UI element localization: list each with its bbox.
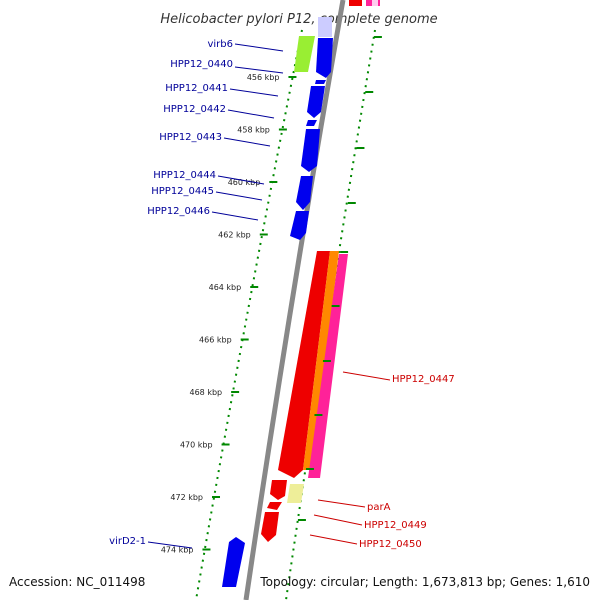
outer-tick-mark	[297, 519, 306, 521]
outer-tick-mark	[340, 251, 349, 253]
tick-mark	[259, 233, 268, 236]
forward-gene-label[interactable]: HPP12_0446	[147, 206, 210, 217]
tick-mark	[250, 286, 259, 288]
reverse-gene-label[interactable]: HPP12_0449	[364, 520, 427, 531]
gene-leader-line	[317, 499, 366, 508]
tick-label: 458 kbp	[237, 126, 270, 135]
tick-mark	[288, 76, 297, 78]
top-pale-blue-gene	[318, 17, 332, 37]
gene-leader-line	[211, 211, 259, 221]
forward-gene-label[interactable]: HPP12_0441	[165, 83, 228, 94]
forward-gene-arrow	[290, 211, 309, 240]
tick-label: 456 kbp	[247, 73, 280, 82]
outer-tick-mark	[305, 468, 314, 470]
top-red-gene	[349, 0, 362, 6]
accession-text: Accession: NC_011498	[9, 575, 145, 589]
gene-leader-line	[229, 88, 279, 97]
tick-label: 462 kbp	[218, 231, 251, 240]
gene-leader-line	[223, 137, 271, 147]
tick-label: 466 kbp	[199, 336, 232, 345]
outer-tick-mark	[347, 202, 356, 204]
gene-leader-line	[227, 109, 275, 119]
gene-leader-line	[215, 191, 263, 201]
top-pink-feature	[372, 0, 378, 6]
reverse-gene-label[interactable]: HPP12_0450	[359, 539, 422, 550]
outer-tick-mark	[373, 36, 382, 38]
genome-backbone	[243, 0, 346, 600]
tick-mark	[202, 548, 211, 551]
left-tick-ring	[195, 29, 303, 600]
reverse-gene-small	[270, 480, 287, 500]
forward-gene-arrow	[316, 38, 333, 78]
outer-tick-mark	[322, 360, 331, 362]
forward-gene-arrow	[306, 120, 317, 126]
gene-leader-line	[313, 514, 363, 526]
outer-tick-mark	[365, 91, 374, 93]
forward-gene-label[interactable]: virD2-1	[109, 536, 146, 547]
orange-feature	[303, 251, 339, 470]
forward-gene-arrow	[307, 86, 325, 118]
topology-text: Topology: circular; Length: 1,673,813 bp…	[259, 575, 590, 589]
tick-mark	[240, 338, 249, 341]
tick-label: 474 kbp	[161, 546, 194, 555]
reverse-gene-label[interactable]: HPP12_0447	[392, 374, 455, 385]
scale-ticks: 456 kbp 458 kbp 460 kbp 462 kbp 464 kbp 466 k…	[161, 36, 382, 555]
gene-leader-line	[234, 66, 284, 74]
reverse-gene-small	[267, 502, 282, 510]
pale-yellow-feature	[287, 484, 304, 503]
tick-mark	[231, 391, 240, 393]
reverse-genes	[261, 251, 348, 542]
tick-mark	[269, 181, 278, 183]
outer-tick-mark	[331, 305, 340, 307]
gene-leader-line	[217, 175, 265, 185]
gene-labels: virb6 HPP12_0440 HPP12_0441 HPP12_0442 HPP12…	[109, 39, 455, 550]
tick-mark	[278, 128, 287, 131]
forward-gene-label[interactable]: HPP12_0444	[153, 170, 216, 181]
reverse-gene-small	[261, 512, 279, 542]
magenta-feature	[308, 254, 348, 478]
tick-mark	[221, 443, 230, 446]
forward-gene-label[interactable]: virb6	[207, 39, 233, 50]
outer-tick-mark	[314, 414, 323, 416]
forward-gene-arrow	[296, 176, 313, 210]
forward-gene-label[interactable]: HPP12_0442	[163, 104, 226, 115]
rna-feature-green	[294, 36, 315, 72]
tick-label: 460 kbp	[228, 178, 261, 187]
forward-gene-label[interactable]: HPP12_0440	[170, 59, 233, 70]
gene-leader-line	[342, 371, 391, 381]
forward-gene-arrow	[301, 129, 320, 172]
forward-gene-arrow	[315, 80, 326, 84]
tick-label: 468 kbp	[190, 388, 223, 397]
tick-mark	[212, 496, 221, 498]
gene-leader-line	[309, 534, 358, 545]
reverse-gene-label[interactable]: parA	[367, 502, 391, 513]
forward-gene-label[interactable]: HPP12_0443	[159, 132, 222, 143]
outer-tick-mark	[356, 147, 365, 149]
forward-gene-arrow	[222, 537, 245, 587]
forward-gene-label[interactable]: HPP12_0445	[151, 186, 214, 197]
tick-label: 464 kbp	[209, 283, 242, 292]
tick-label: 472 kbp	[170, 493, 203, 502]
tick-label: 470 kbp	[180, 441, 213, 450]
gene-leader-line	[147, 541, 193, 549]
map-title: Helicobacter pylori P12, complete genome	[160, 12, 437, 27]
forward-genes	[222, 38, 333, 587]
gene-leader-line	[234, 43, 284, 52]
reverse-gene-large	[278, 251, 330, 478]
